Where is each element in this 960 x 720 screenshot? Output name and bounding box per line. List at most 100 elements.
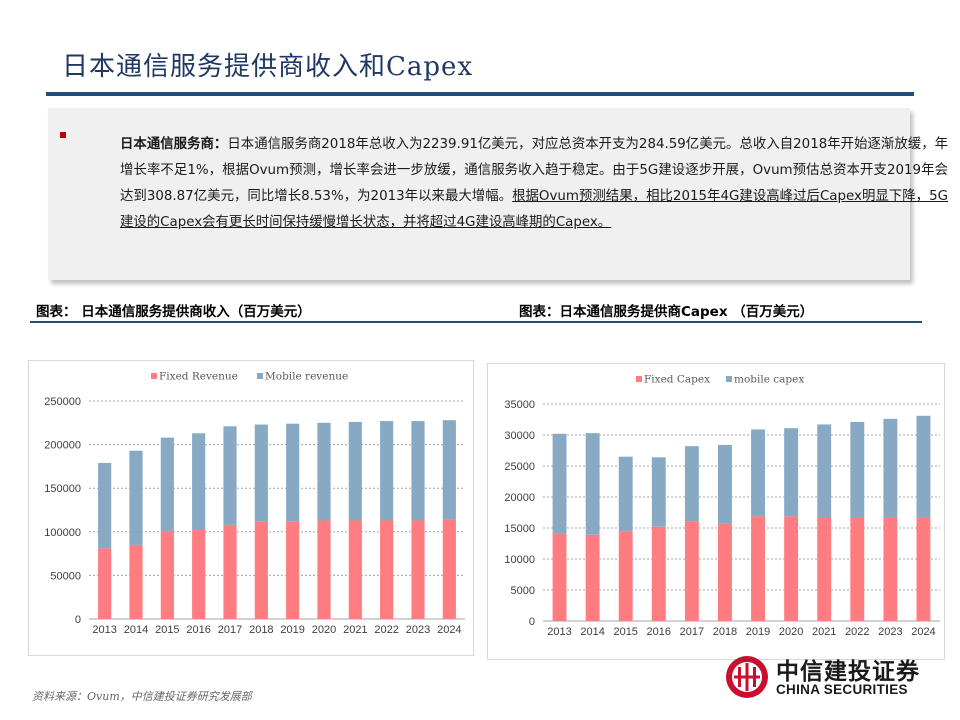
summary-body-underlined: 根据Ovum预测结果，相比2015年4G建设高峰过后Capex明显下降，5G建设… (120, 189, 948, 230)
bar-mobile-2017 (223, 426, 237, 525)
capex-chart-frame: 0 5000 10000 15000 20000 25000 30000 35000 2013 2… (487, 363, 945, 660)
x-tick-label: 2021 (812, 626, 836, 638)
bar-fixed-2022 (850, 517, 865, 621)
y-tick-label: 150000 (44, 483, 81, 495)
x-tick-label: 2023 (406, 624, 430, 636)
bar-mobile-2021 (817, 424, 832, 518)
bar-mobile-2022 (850, 421, 865, 518)
bar-mobile-2015 (618, 456, 633, 532)
bar-fixed-2024 (916, 517, 931, 621)
y-tick-label: 20000 (504, 492, 535, 504)
logo-text-en: CHINA SECURITIES (776, 682, 908, 697)
china-securities-logo-icon (726, 656, 768, 698)
bar-mobile-2022 (380, 421, 394, 521)
legend-swatch (151, 373, 157, 379)
bar-fixed-2017 (684, 521, 699, 621)
summary-lead: 日本通信服务商： (120, 137, 228, 152)
x-tick-label: 2014 (580, 626, 604, 638)
bar-mobile-2020 (784, 428, 799, 517)
bar-fixed-2013 (98, 548, 112, 619)
bullet-icon (60, 132, 66, 138)
bar-mobile-2024 (916, 415, 931, 518)
x-tick-label: 2016 (647, 626, 671, 638)
x-tick-label: 2017 (218, 624, 242, 636)
bar-fixed-2019 (286, 521, 300, 619)
bar-fixed-2022 (380, 520, 394, 619)
y-tick-label: 200000 (44, 440, 81, 452)
legend-swatch (726, 376, 732, 382)
y-tick-label: 10000 (504, 554, 535, 566)
x-tick-label: 2021 (343, 624, 367, 636)
bar-fixed-2014 (129, 544, 143, 619)
bar-mobile-2019 (286, 423, 300, 522)
y-tick-label: 35000 (504, 399, 535, 411)
bar-fixed-2017 (223, 524, 237, 619)
bar-mobile-2015 (160, 437, 174, 532)
summary-paragraph: 日本通信服务商：日本通信服务商2018年总收入为2239.91亿美元，对应总资本… (120, 132, 948, 236)
bar-fixed-2013 (552, 533, 567, 621)
left-figure-label: 图表： 日本通信服务提供商收入（百万美元） (36, 304, 311, 320)
bar-fixed-2015 (618, 531, 633, 621)
y-tick-label: 250000 (44, 396, 81, 408)
bar-mobile-2018 (718, 444, 732, 524)
bar-fixed-2018 (718, 523, 732, 621)
bar-mobile-2023 (411, 421, 425, 521)
legend-label: mobile capex (734, 374, 804, 386)
y-tick-label: 30000 (504, 430, 535, 442)
bar-fixed-2023 (883, 517, 898, 621)
x-tick-label: 2015 (155, 624, 179, 636)
revenue-chart-frame: 0 50000 100000 150000 200000 250000 2013 2014 20… (28, 360, 474, 656)
x-tick-label: 2022 (845, 626, 869, 638)
legend-label: Mobile revenue (265, 371, 348, 383)
bar-fixed-2018 (254, 521, 268, 619)
bar-mobile-2017 (684, 446, 699, 522)
source-note: 资料来源：Ovum，中信建投证券研究发展部 (32, 690, 252, 703)
summary-box: 日本通信服务商：日本通信服务商2018年总收入为2239.91亿美元，对应总资本… (48, 108, 948, 280)
summary-body: 日本通信服务商2018年总收入为2239.91亿美元，对应总资本开支为284.5… (120, 137, 948, 204)
legend-swatch (636, 376, 642, 382)
y-tick-label: 25000 (504, 461, 535, 473)
y-tick-label: 50000 (50, 570, 81, 582)
bar-fixed-2016 (651, 526, 666, 621)
x-tick-label: 2024 (911, 626, 935, 638)
bar-mobile-2016 (651, 457, 666, 527)
x-tick-label: 2019 (746, 626, 770, 638)
x-tick-label: 2018 (249, 624, 273, 636)
x-tick-label: 2019 (280, 624, 304, 636)
bar-mobile-2021 (348, 421, 362, 521)
x-tick-label: 2016 (186, 624, 210, 636)
bar-fixed-2016 (192, 530, 206, 619)
bar-mobile-2013 (552, 433, 567, 534)
x-tick-label: 2020 (779, 626, 803, 638)
bar-mobile-2014 (129, 450, 143, 545)
bar-fixed-2020 (784, 516, 799, 621)
bar-fixed-2024 (442, 519, 456, 619)
bar-mobile-2023 (883, 418, 898, 518)
bar-fixed-2023 (411, 520, 425, 619)
bar-mobile-2020 (317, 422, 331, 521)
x-tick-label: 2013 (92, 624, 116, 636)
bar-mobile-2013 (98, 462, 112, 549)
page-title-cn: 日本通信服务提供商收入和 (62, 52, 387, 82)
y-tick-label: 0 (529, 616, 535, 628)
x-tick-label: 2024 (437, 624, 461, 636)
y-tick-label: 0 (75, 614, 81, 626)
bar-fixed-2021 (817, 517, 832, 621)
x-tick-label: 2014 (124, 624, 148, 636)
revenue-chart: 0 50000 100000 150000 200000 250000 2013 2014 20… (44, 371, 465, 636)
bar-fixed-2015 (160, 531, 174, 619)
page-title: 日本通信服务提供商收入和Capex (62, 46, 473, 83)
bar-mobile-2024 (442, 420, 456, 520)
bar-mobile-2016 (192, 433, 206, 531)
bar-mobile-2018 (254, 424, 268, 522)
x-tick-label: 2013 (547, 626, 571, 638)
legend-label: Fixed Capex (644, 374, 710, 386)
y-tick-label: 5000 (511, 585, 535, 597)
bar-fixed-2019 (751, 516, 765, 621)
title-divider (46, 92, 914, 96)
y-tick-label: 100000 (44, 527, 81, 539)
legend-swatch (257, 373, 263, 379)
x-tick-label: 2018 (713, 626, 737, 638)
bar-fixed-2014 (585, 534, 600, 621)
x-tick-label: 2017 (680, 626, 704, 638)
